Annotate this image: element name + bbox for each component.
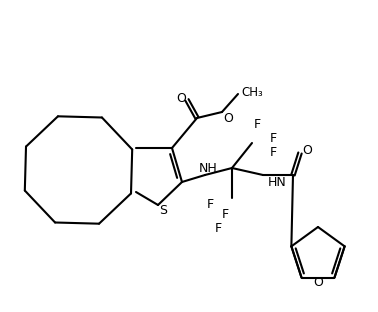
Text: F: F: [222, 208, 229, 222]
Text: CH₃: CH₃: [241, 85, 263, 99]
Text: O: O: [223, 111, 233, 124]
Text: F: F: [270, 145, 277, 158]
Text: F: F: [206, 198, 214, 212]
Text: F: F: [253, 119, 260, 131]
Text: S: S: [159, 203, 167, 217]
Text: O: O: [302, 144, 312, 157]
Text: HN: HN: [268, 175, 287, 188]
Text: O: O: [313, 275, 323, 289]
Text: F: F: [270, 131, 277, 144]
Text: NH: NH: [198, 162, 217, 174]
Text: F: F: [214, 222, 222, 235]
Text: O: O: [176, 91, 186, 105]
